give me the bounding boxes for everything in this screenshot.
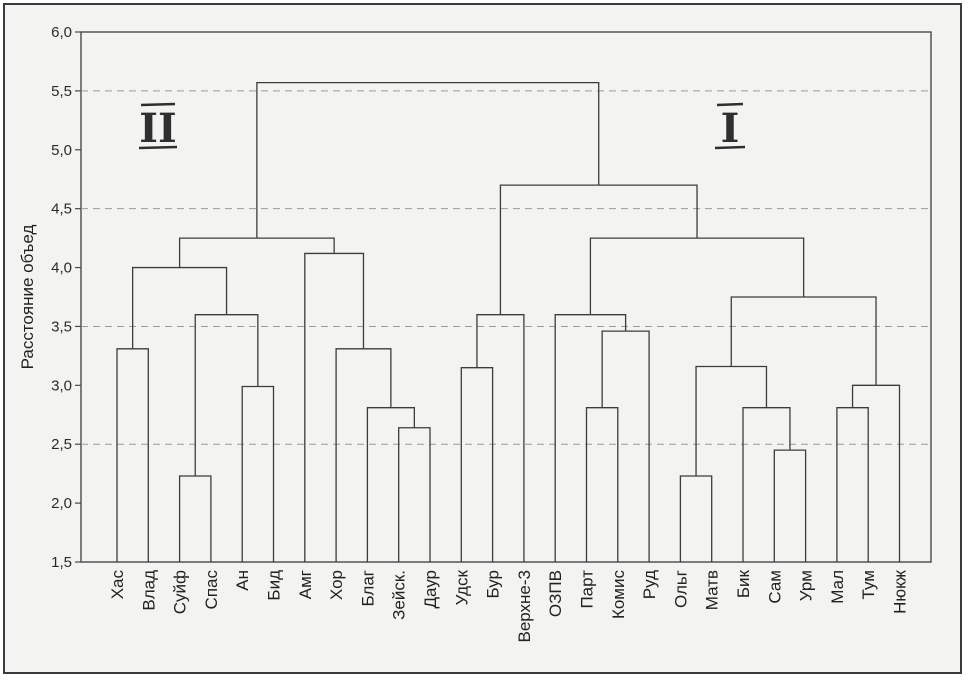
leaf-label: Влад: [139, 570, 158, 611]
y-tick-label: 2,5: [51, 436, 72, 453]
chart-frame: 1,5 2,0 2,5 3,0 3,5 4,0 4,5 5,0 5,5 6,0 Хас Влад Су…: [3, 3, 962, 674]
y-tick-label: 5,5: [51, 83, 72, 100]
dendrogram-link: [335, 348, 392, 562]
leaf-label: Ольг: [671, 570, 690, 608]
dendrogram-link: [304, 252, 365, 562]
leaf-label: Спас: [202, 570, 221, 610]
dendrogram-link: [398, 427, 431, 562]
dendrogram-link: [601, 330, 650, 562]
y-tick-label: 6,0: [51, 24, 72, 41]
dendrogram-link: [476, 314, 525, 562]
y-tick-label: 3,0: [51, 377, 72, 394]
y-tick-label: 3,5: [51, 318, 72, 335]
leaf-label: Тум: [859, 570, 878, 599]
leaf-label: Хор: [327, 570, 346, 600]
y-tick-label: 1,5: [51, 554, 72, 571]
leaf-label: Парт: [578, 570, 597, 609]
annotation-underbar: [138, 145, 178, 150]
y-tick-label: 4,5: [51, 201, 72, 218]
cluster-annotation: II: [138, 102, 178, 152]
dendrogram-link: [554, 314, 627, 562]
leaf-label: Верхне-3: [515, 570, 534, 643]
annotation-overbar: [716, 102, 744, 107]
annotation-label: I: [721, 105, 740, 152]
leaf-label: Даур: [421, 570, 440, 609]
dendrogram-link: [585, 407, 619, 562]
dendrogram-link: [730, 296, 877, 386]
dendrogram-chart: 1,5 2,0 2,5 3,0 3,5 4,0 4,5 5,0 5,5 6,0 Хас Влад Су…: [18, 24, 932, 643]
dendrogram-link: [773, 449, 807, 562]
dendrogram-link: [116, 348, 149, 562]
leaf-label: Сам: [765, 570, 784, 604]
dendrogram-link: [241, 385, 275, 562]
leaf-label: Суйф: [171, 570, 190, 614]
leaf-label: Бик: [734, 569, 753, 598]
leaf-label: Матв: [703, 570, 722, 610]
y-tick-label: 2,0: [51, 495, 72, 512]
dendrogram-link: [366, 407, 415, 562]
dendrogram-link: [178, 475, 212, 562]
dendrogram-link: [132, 266, 228, 349]
dendrogram-link: [836, 407, 869, 562]
leaf-label: Зейск.: [390, 570, 409, 620]
dendrogram-link: [679, 475, 713, 562]
annotation-label: II: [139, 105, 176, 152]
leaf-label: Урм: [797, 570, 816, 601]
dendrogram-link: [499, 184, 698, 315]
y-tick-label: 5,0: [51, 142, 72, 159]
leaf-label: Мал: [828, 570, 847, 604]
dendrogram-link: [194, 314, 259, 477]
leaf-label: ОЗПВ: [546, 570, 565, 617]
dendrogram-link: [589, 237, 805, 315]
y-tick-label: 4,0: [51, 260, 72, 277]
dendrogram-link: [742, 407, 791, 562]
y-axis-title: Расстояние объед: [18, 225, 37, 370]
leaf-label: Ан: [233, 570, 252, 591]
leaf-label: Комис: [609, 570, 628, 620]
leaf-label: Амг: [296, 570, 315, 599]
dendrogram-link: [460, 367, 494, 562]
leaf-label: Бид: [265, 570, 284, 601]
leaf-label: Удск: [452, 569, 471, 605]
plot-area: [80, 31, 932, 563]
leaf-label: Руд: [640, 570, 659, 599]
cluster-annotation: I: [714, 102, 746, 152]
dendrogram-link: [851, 384, 901, 562]
leaf-label: Благ: [358, 570, 377, 607]
dendrogram-link: [695, 365, 768, 477]
dendrogram-link: [256, 81, 600, 239]
annotation-overbar: [140, 102, 176, 107]
leaf-label: Нюкж: [891, 569, 910, 613]
leaf-label: Хас: [108, 570, 127, 600]
annotation-underbar: [714, 145, 746, 150]
leaf-label: Бур: [484, 570, 503, 599]
